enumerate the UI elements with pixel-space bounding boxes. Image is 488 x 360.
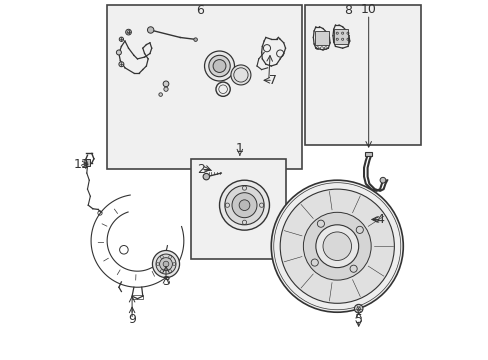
Circle shape: [315, 225, 358, 267]
Bar: [107, 5, 301, 170]
Bar: [365, 152, 371, 156]
Bar: [85, 159, 90, 166]
Text: 8: 8: [343, 4, 351, 17]
Circle shape: [119, 62, 123, 67]
Text: 4: 4: [376, 213, 384, 226]
Circle shape: [231, 193, 257, 218]
Text: 11: 11: [73, 158, 89, 171]
Circle shape: [230, 65, 250, 85]
Text: 6: 6: [196, 4, 203, 17]
Circle shape: [163, 87, 168, 91]
Text: 3: 3: [162, 275, 170, 288]
Circle shape: [204, 51, 234, 81]
Circle shape: [271, 180, 403, 312]
Circle shape: [152, 251, 179, 278]
Circle shape: [147, 27, 154, 33]
Circle shape: [303, 212, 370, 280]
Bar: [191, 159, 285, 259]
Circle shape: [323, 232, 351, 261]
Bar: [334, 29, 347, 44]
Circle shape: [159, 258, 172, 270]
Bar: [314, 31, 328, 45]
Text: 9: 9: [128, 313, 136, 326]
Circle shape: [125, 29, 131, 35]
Circle shape: [119, 37, 123, 41]
Circle shape: [219, 180, 269, 230]
Circle shape: [280, 189, 393, 303]
Text: 5: 5: [354, 313, 362, 326]
Bar: [132, 295, 142, 299]
Circle shape: [224, 185, 264, 225]
Text: 10: 10: [360, 3, 376, 16]
Circle shape: [163, 81, 168, 87]
Circle shape: [193, 38, 197, 41]
Circle shape: [116, 50, 121, 55]
Circle shape: [354, 304, 362, 313]
Circle shape: [379, 177, 385, 183]
Text: 2: 2: [197, 163, 204, 176]
Circle shape: [208, 55, 230, 77]
Text: 1: 1: [235, 141, 244, 154]
Circle shape: [156, 254, 176, 274]
Text: 7: 7: [268, 74, 277, 87]
Circle shape: [203, 174, 209, 180]
Circle shape: [239, 200, 249, 211]
Circle shape: [213, 60, 225, 72]
Circle shape: [159, 93, 162, 96]
Circle shape: [163, 261, 168, 267]
Bar: [305, 5, 420, 144]
